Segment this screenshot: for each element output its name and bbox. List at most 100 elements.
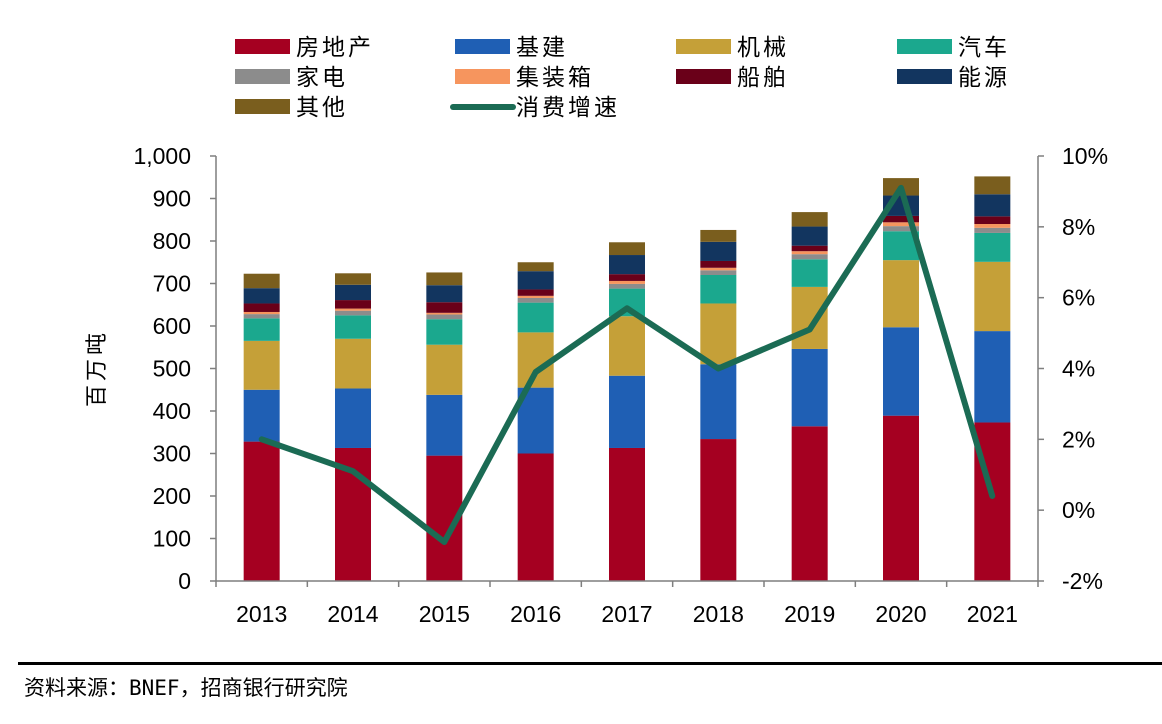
legend-swatch [235, 99, 290, 114]
bar-segment-2-2019 [791, 348, 828, 427]
bar-segment-8-2014 [335, 284, 371, 301]
y-tick-label-right: 2% [1062, 426, 1095, 452]
legend-label: 机械 [737, 35, 789, 61]
bar-segment-6-2019 [791, 251, 828, 255]
growth-line [258, 184, 996, 545]
legend-label: 能源 [958, 65, 1010, 91]
bar-segment-3-2019 [791, 286, 828, 349]
bar-segment-7-2018 [700, 260, 737, 268]
bar-segment-3-2018 [700, 303, 737, 365]
bar-segment-9-2019 [791, 212, 828, 227]
legend-swatch [676, 69, 731, 84]
bar-segment-3-2020 [883, 260, 919, 328]
x-tick-label: 2013 [236, 601, 287, 627]
bar-segment-1-2016 [517, 453, 554, 581]
bar-segment-4-2014 [335, 315, 371, 339]
y-tick-label-left: 600 [153, 313, 191, 339]
bar-segment-8-2015 [426, 285, 463, 303]
legend-swatch [235, 69, 290, 84]
bar-segment-3-2017 [609, 316, 645, 376]
y-tick-label-left: 1,000 [133, 143, 191, 169]
axes: 0 100 200 300 400 500 600 700 800 900 1,000 -2% 0% 2%… [133, 143, 1108, 627]
bar-segment-7-2017 [609, 274, 645, 281]
bar-segment-1-2017 [609, 447, 645, 581]
y-tick-label-right: 4% [1062, 356, 1095, 382]
legend-swatch [897, 39, 952, 54]
stacked-bars [243, 176, 1011, 581]
y-tick-label-left: 300 [153, 441, 191, 467]
y-tick-label-left: 200 [153, 483, 191, 509]
bar-segment-2-2021 [974, 331, 1011, 423]
bar-segment-6-2013 [243, 311, 280, 315]
y-tick-label-left: 500 [153, 356, 191, 382]
bar-segment-5-2013 [243, 314, 280, 319]
bar-segment-6-2014 [335, 308, 371, 311]
bar-segment-3-2013 [243, 340, 280, 390]
y-tick-label-right: 0% [1062, 497, 1095, 523]
y-tick-label-left: 400 [153, 398, 191, 424]
y-tick-label-right: 10% [1062, 143, 1108, 169]
y-tick-label-left: 100 [153, 526, 191, 552]
x-tick-label: 2019 [784, 601, 835, 627]
bar-segment-6-2015 [426, 312, 463, 315]
bar-segment-9-2021 [974, 176, 1011, 195]
x-tick-label: 2018 [693, 601, 744, 627]
bar-segment-6-2016 [517, 295, 554, 298]
growth-line-layer [258, 184, 996, 545]
y-tick-label-right: 6% [1062, 285, 1095, 311]
bar-segment-9-2015 [426, 272, 463, 286]
bar-segment-5-2017 [609, 283, 645, 289]
bar-segment-5-2019 [791, 254, 828, 260]
bar-segment-4-2013 [243, 318, 280, 341]
source-divider [18, 662, 1162, 665]
legend-swatch [455, 39, 510, 54]
x-tick-label: 2014 [327, 601, 378, 627]
y-axis-label: 百万吨 [85, 329, 110, 407]
bar-segment-2-2018 [700, 364, 737, 440]
bar-segment-6-2017 [609, 280, 645, 284]
legend-label: 其他 [296, 95, 348, 121]
bar-segment-5-2021 [974, 227, 1011, 233]
bar-segment-1-2018 [700, 439, 737, 581]
bar-segment-7-2014 [335, 300, 371, 309]
bar-segment-9-2014 [335, 273, 371, 285]
bar-segment-7-2015 [426, 302, 463, 313]
y-tick-label-left: 900 [153, 186, 191, 212]
legend-label: 家电 [296, 65, 348, 91]
bar-segment-2-2020 [883, 327, 919, 416]
bar-segment-1-2019 [791, 426, 828, 581]
bar-segment-7-2013 [243, 303, 280, 312]
x-tick-label: 2017 [601, 601, 652, 627]
bar-segment-3-2021 [974, 261, 1011, 332]
bar-segment-6-2018 [700, 267, 737, 271]
bar-segment-9-2013 [243, 273, 280, 289]
bar-segment-8-2017 [609, 255, 645, 275]
legend-label: 船舶 [737, 65, 789, 91]
bar-segment-8-2021 [974, 194, 1011, 217]
bar-segment-8-2018 [700, 241, 737, 261]
legend-label: 房地产 [296, 35, 374, 61]
bar-segment-8-2019 [791, 226, 828, 246]
y-tick-label-right: 8% [1062, 214, 1095, 240]
bar-segment-9-2017 [609, 242, 645, 256]
bar-segment-5-2018 [700, 270, 737, 275]
bar-segment-4-2017 [609, 288, 645, 317]
y-tick-label-left: 700 [153, 271, 191, 297]
bar-segment-4-2016 [517, 302, 554, 333]
legend-swatch [897, 69, 952, 84]
bar-segment-9-2018 [700, 229, 737, 242]
legend-label: 汽车 [958, 35, 1010, 61]
bar-segment-1-2013 [243, 441, 280, 581]
bar-segment-7-2021 [974, 216, 1011, 224]
bar-segment-3-2015 [426, 344, 463, 395]
bar-segment-9-2016 [517, 262, 554, 272]
legend-swatch [235, 39, 290, 54]
bar-segment-5-2014 [335, 310, 371, 316]
bar-segment-6-2020 [883, 222, 919, 227]
bar-segment-4-2018 [700, 275, 737, 304]
bar-segment-8-2013 [243, 288, 280, 304]
legend-label: 集装箱 [516, 65, 594, 91]
bar-segment-6-2021 [974, 224, 1011, 228]
bar-segment-4-2021 [974, 232, 1011, 262]
